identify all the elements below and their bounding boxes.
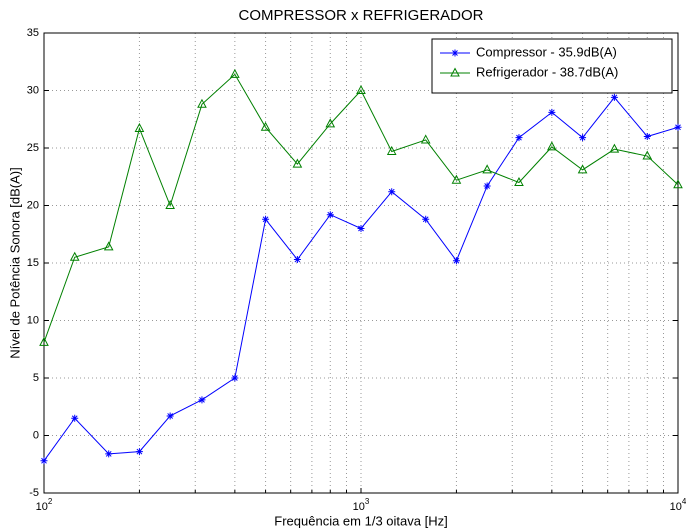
marker xyxy=(71,414,79,422)
marker xyxy=(135,448,143,456)
marker xyxy=(262,215,270,223)
marker xyxy=(386,145,397,155)
y-tick-label: 30 xyxy=(27,84,39,96)
x-tick-label: 104 xyxy=(670,497,686,513)
series-line xyxy=(43,73,679,343)
x-tick-power: 3 xyxy=(365,497,370,506)
y-tick-label: -5 xyxy=(29,487,39,499)
marker xyxy=(166,412,174,420)
marker xyxy=(388,188,396,196)
axes-box xyxy=(43,32,679,494)
x-tick-label: 103 xyxy=(353,497,370,513)
marker xyxy=(674,123,682,131)
legend-label: Compressor - 35.9dB(A) xyxy=(476,44,617,59)
marker xyxy=(422,215,430,223)
chart-title: COMPRESSOR x REFRIGERADOR xyxy=(238,7,483,24)
marker xyxy=(40,457,48,465)
marker xyxy=(643,133,651,140)
marker xyxy=(103,241,114,251)
marker xyxy=(483,182,491,190)
x-tick-power: 2 xyxy=(48,497,53,506)
y-tick-label: 25 xyxy=(27,142,39,154)
y-axis-label: Nível de Potência Sonora [dB(A)] xyxy=(7,167,22,359)
marker xyxy=(325,118,336,128)
marker xyxy=(69,251,80,261)
marker xyxy=(609,143,620,153)
marker xyxy=(230,68,240,78)
x-tick-label: 102 xyxy=(36,497,53,513)
marker xyxy=(548,108,556,116)
marker xyxy=(482,164,492,174)
y-tick-label: 10 xyxy=(27,314,39,326)
marker xyxy=(134,122,145,132)
legend-label: Refrigerador - 38.7dB(A) xyxy=(476,64,618,79)
x-tick-base: 10 xyxy=(353,501,365,513)
marker xyxy=(198,396,206,404)
y-tick-label: 20 xyxy=(27,199,39,211)
legend-marker xyxy=(451,49,459,57)
y-tick-label: 5 xyxy=(33,372,39,384)
x-tick-power: 4 xyxy=(682,497,686,506)
marker xyxy=(451,174,462,184)
x-tick-base: 10 xyxy=(36,501,48,513)
marker xyxy=(231,374,239,382)
marker xyxy=(326,211,334,219)
marker xyxy=(165,199,175,209)
marker xyxy=(642,150,653,160)
marker xyxy=(356,84,366,94)
y-tick-label: 15 xyxy=(27,257,39,269)
y-tick-label: 0 xyxy=(33,429,39,441)
marker xyxy=(420,134,431,144)
y-tick-label: 35 xyxy=(27,27,39,39)
legend-marker xyxy=(450,67,460,77)
marker xyxy=(260,121,271,131)
marker xyxy=(610,93,618,101)
marker xyxy=(547,141,557,151)
marker xyxy=(452,257,460,265)
marker xyxy=(579,134,587,142)
marker xyxy=(197,98,207,108)
marker xyxy=(577,164,588,174)
marker xyxy=(39,336,49,346)
marker xyxy=(673,179,683,189)
marker xyxy=(293,256,301,264)
marker xyxy=(357,225,365,232)
marker xyxy=(105,450,113,458)
x-tick-base: 10 xyxy=(670,501,682,513)
marker xyxy=(515,134,523,142)
legend-box xyxy=(431,38,673,94)
x-axis-label: Frequência em 1/3 oitava [Hz] xyxy=(274,513,447,528)
marker xyxy=(292,158,303,168)
marker xyxy=(514,176,524,186)
